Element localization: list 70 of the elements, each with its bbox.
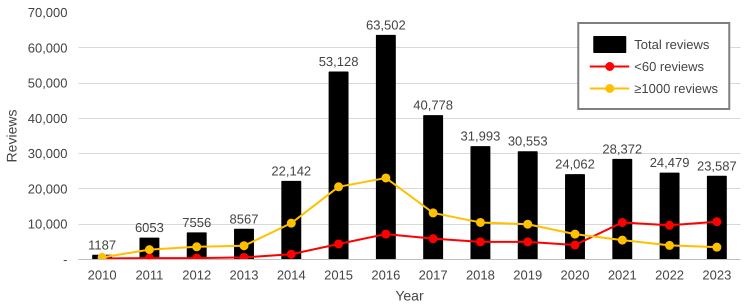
x-tick-label: 2023 — [702, 268, 732, 282]
bar — [518, 151, 538, 260]
point — [570, 230, 580, 239]
data-label: 7556 — [182, 214, 212, 230]
point — [665, 220, 674, 230]
bar — [706, 176, 727, 260]
data-label: 8567 — [230, 211, 258, 226]
data-label: 6053 — [134, 220, 164, 236]
y-tick-label: 20,000 — [28, 181, 68, 196]
y-tick-label: 40,000 — [28, 110, 68, 126]
point — [476, 237, 485, 246]
point — [428, 208, 438, 218]
x-tick-label: 2017 — [418, 268, 448, 282]
point — [712, 217, 722, 226]
x-tick-label: 2013 — [230, 268, 258, 282]
x-tick-label: 2022 — [655, 268, 684, 282]
x-tick-label: 2015 — [324, 268, 354, 282]
x-tick-label: 2014 — [276, 268, 306, 282]
legend-label: <60 reviews — [634, 58, 704, 74]
data-label: 31,993 — [460, 128, 500, 144]
point — [618, 236, 627, 245]
y-tick-label: 60,000 — [28, 40, 68, 56]
point — [334, 239, 344, 248]
point — [570, 240, 580, 250]
point — [712, 242, 722, 252]
y-axis-title: Reviews — [4, 110, 20, 162]
legend-label: ≥1000 reviews — [634, 80, 718, 96]
bar — [376, 34, 396, 260]
data-label: 40,778 — [413, 98, 454, 113]
data-label: 23,587 — [696, 158, 737, 174]
x-tick-label: 2010 — [88, 268, 117, 282]
legend-label: Total reviews — [634, 36, 710, 52]
y-tick-label: - — [63, 252, 68, 267]
data-label: 24,062 — [555, 156, 595, 172]
point — [523, 237, 532, 246]
bar — [660, 172, 680, 260]
data-label: 30,553 — [508, 134, 548, 149]
x-tick-label: 2020 — [560, 268, 590, 282]
bar — [328, 72, 349, 260]
bar — [470, 146, 490, 260]
y-tick-label: 50,000 — [28, 76, 68, 91]
point — [240, 252, 248, 260]
point — [286, 218, 296, 228]
data-label: 1187 — [88, 237, 116, 252]
point — [334, 182, 344, 192]
point — [665, 240, 674, 250]
data-label: 24,479 — [650, 155, 690, 170]
point — [618, 218, 627, 227]
data-label: 63,502 — [366, 17, 406, 32]
x-tick-label: 2019 — [513, 268, 542, 282]
data-label: 53,128 — [318, 54, 358, 70]
point — [476, 218, 485, 227]
y-tick-label: 10,000 — [28, 216, 68, 232]
y-tick-label: 70,000 — [28, 5, 68, 20]
data-label: 28,372 — [602, 141, 642, 156]
x-tick-label: 2016 — [371, 268, 400, 282]
point — [523, 220, 532, 229]
data-label: 22,142 — [271, 163, 312, 178]
bar — [423, 115, 444, 260]
x-tick-label: 2018 — [466, 268, 495, 282]
point — [381, 174, 390, 182]
point — [428, 234, 438, 244]
bar — [612, 158, 632, 260]
x-tick-label: 2021 — [608, 268, 637, 282]
point — [381, 230, 390, 239]
x-axis-title: Year — [395, 288, 424, 304]
y-tick-label: 30,000 — [28, 146, 68, 162]
x-tick-label: 2012 — [182, 268, 212, 282]
point — [286, 250, 296, 259]
x-tick-label: 2011 — [135, 268, 164, 282]
